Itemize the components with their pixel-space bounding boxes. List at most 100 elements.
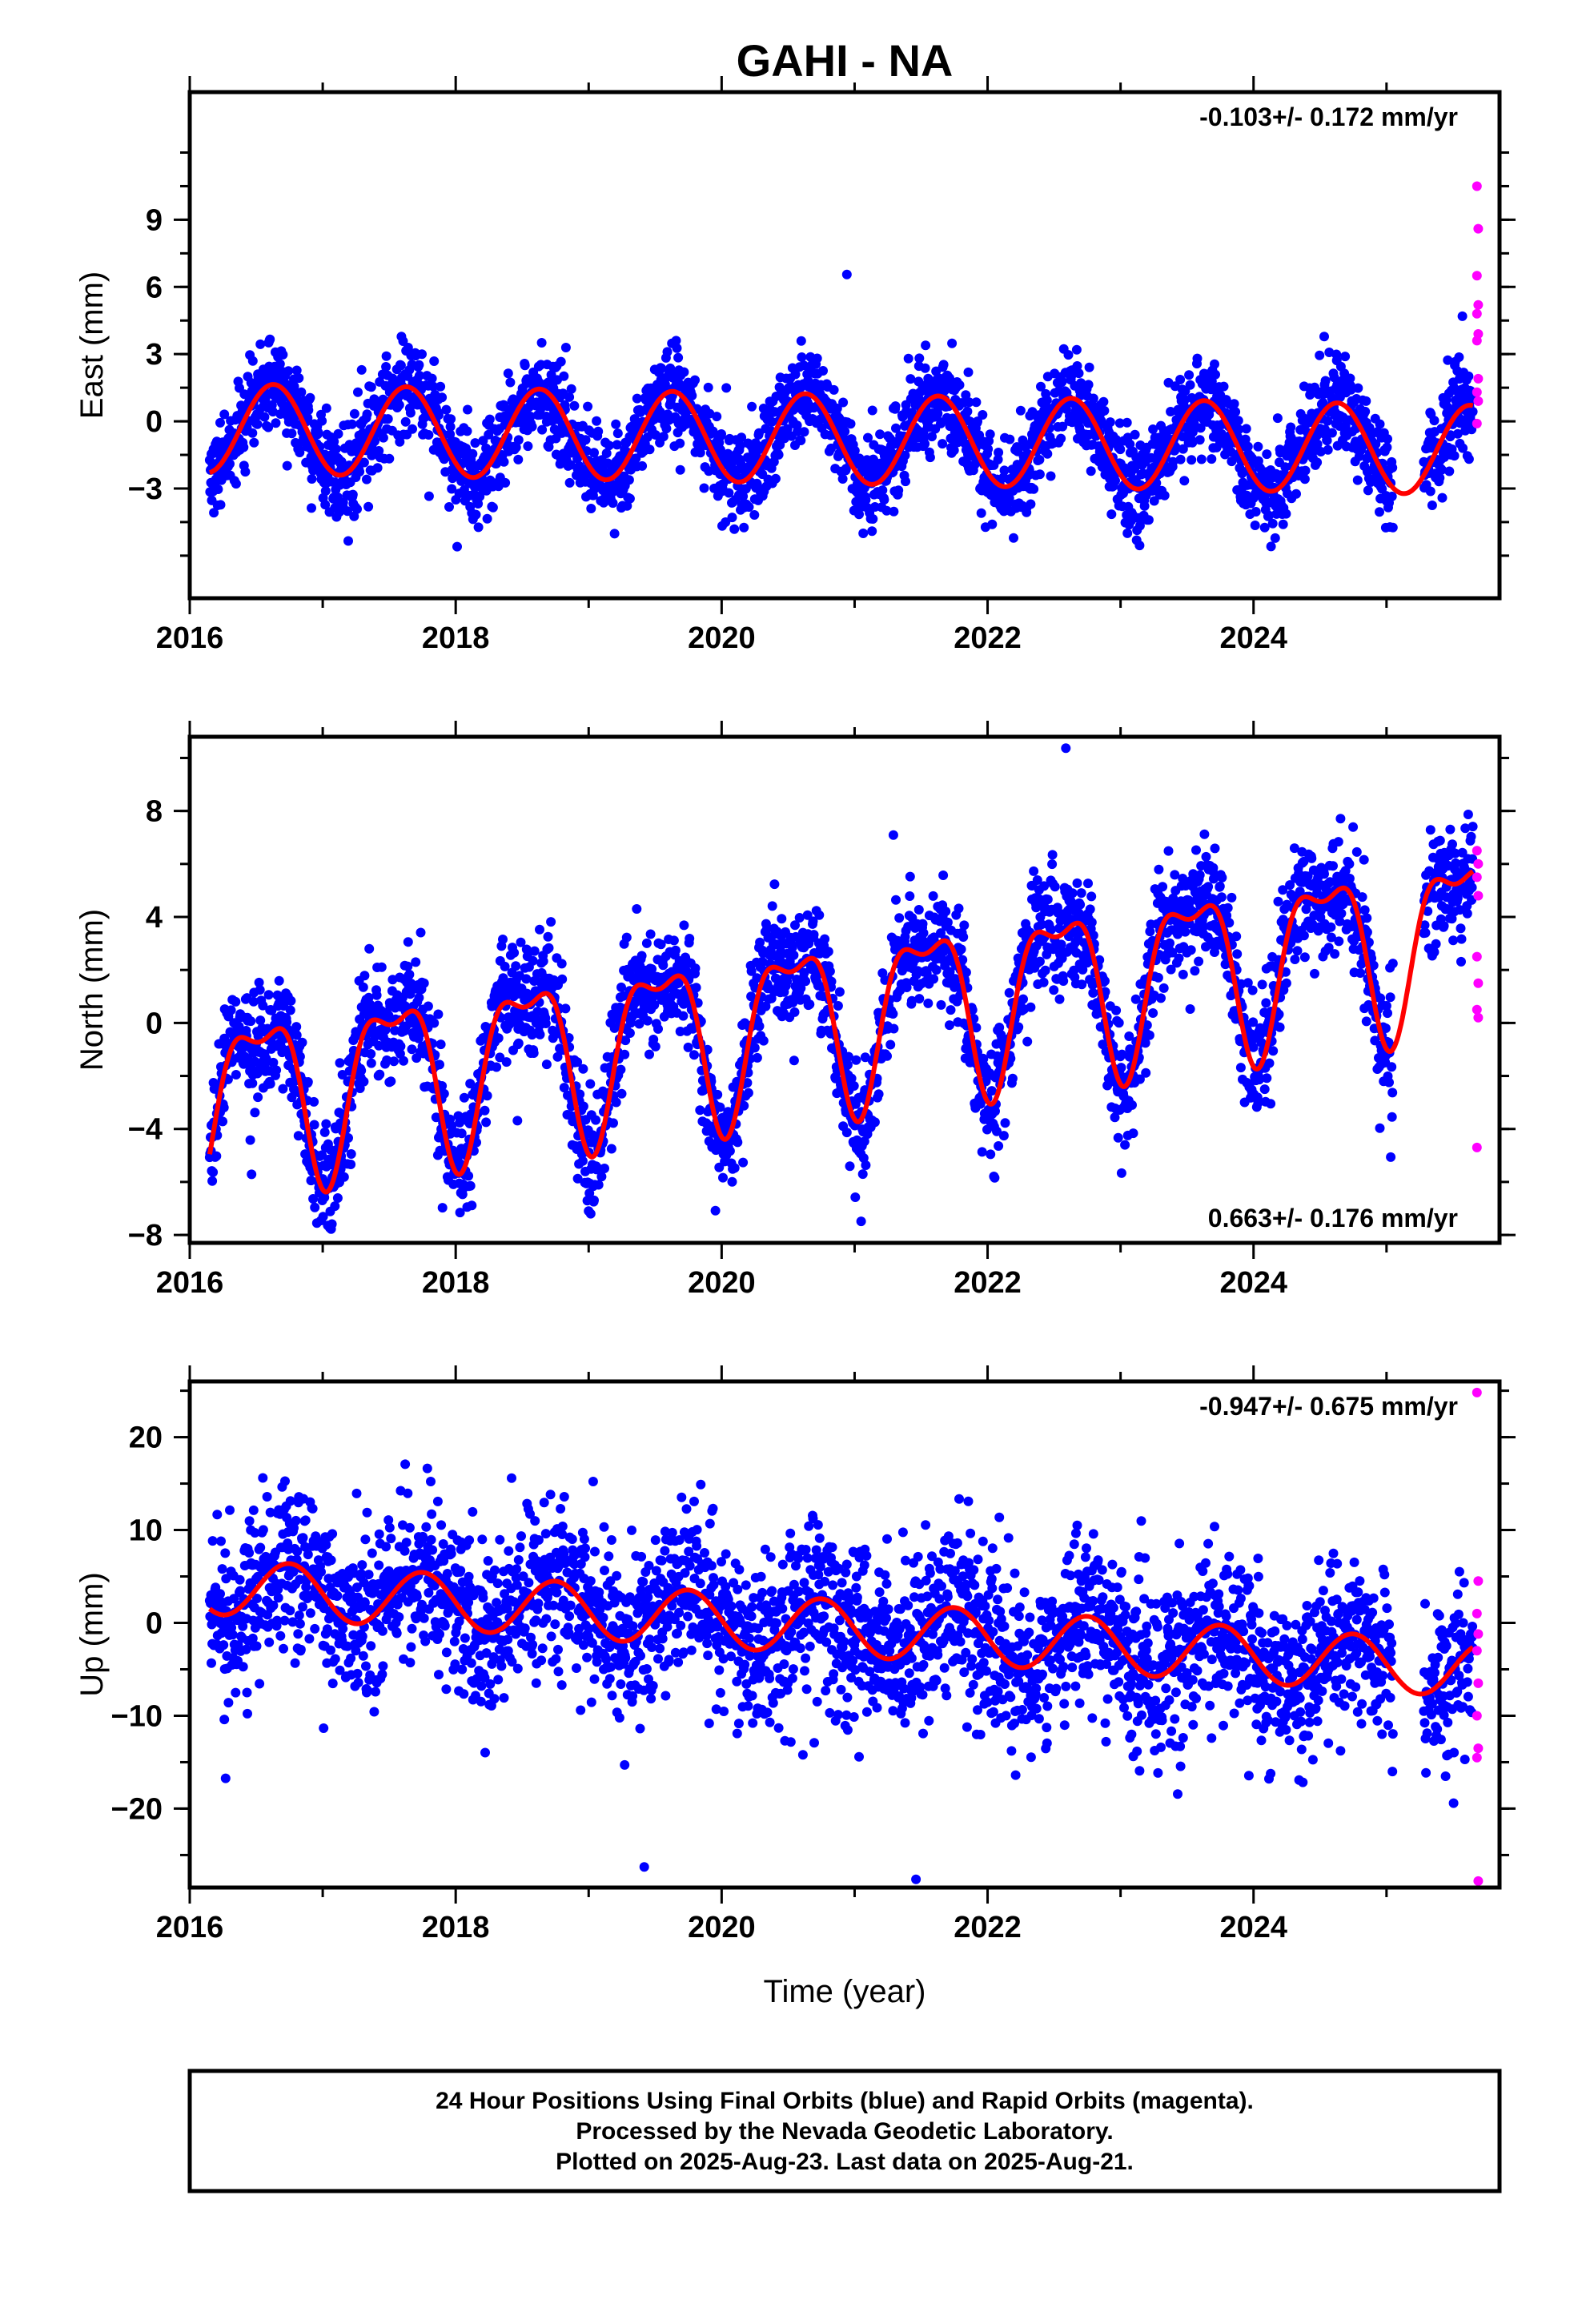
north-final-point [389, 1056, 399, 1067]
north-final-point [777, 914, 787, 924]
north-final-point [308, 1194, 319, 1204]
north-final-point [456, 1128, 467, 1139]
north-final-point [611, 1097, 621, 1108]
east-final-point [1106, 509, 1117, 520]
east-final-point [637, 460, 648, 471]
east-final-point [1449, 451, 1460, 461]
north-final-point [820, 934, 830, 944]
north-final-point [286, 995, 296, 1006]
east-frame [187, 90, 1502, 601]
east-final-point [1105, 417, 1115, 428]
east-final-point [1159, 490, 1170, 501]
east-final-point [920, 363, 930, 373]
north-final-point [928, 891, 938, 901]
east-final-point [1340, 352, 1351, 362]
east-final-point [799, 427, 809, 437]
north-final-point [578, 1063, 588, 1074]
north-final-point [396, 1041, 406, 1051]
east-final-point [673, 352, 684, 363]
east-x-tick-label: 2024 [1219, 621, 1287, 655]
east-final-point [1036, 381, 1046, 392]
north-final-point [559, 1083, 569, 1093]
north-final-point [769, 879, 780, 890]
east-final-point [632, 393, 642, 404]
east-rapid-point [1472, 418, 1482, 428]
east-plot-area [190, 92, 1500, 598]
north-final-point [371, 990, 382, 1000]
east-final-point [247, 428, 258, 438]
east-final-point [429, 356, 440, 366]
north-final-point [690, 963, 701, 974]
east-y-tick-label: 6 [146, 271, 163, 304]
north-final-point [971, 1023, 982, 1033]
north-final-point [546, 917, 556, 927]
north-final-point [492, 1062, 502, 1072]
north-final-point [656, 939, 666, 950]
east-final-point [287, 428, 297, 439]
north-final-point [366, 1049, 376, 1059]
east-final-point [1139, 501, 1150, 511]
east-final-point [560, 343, 571, 352]
east-final-point [727, 513, 737, 523]
north-final-point [936, 928, 946, 939]
north-final-point [255, 985, 265, 995]
north-final-point [834, 987, 845, 997]
north-final-point [653, 1023, 663, 1034]
north-final-point [733, 1137, 743, 1148]
east-final-point [1122, 528, 1133, 538]
east-final-point [586, 504, 596, 513]
east-final-point [744, 502, 754, 513]
east-final-point [1320, 376, 1331, 386]
east-final-point [303, 412, 313, 423]
north-final-point [718, 1172, 728, 1183]
east-final-point [735, 440, 745, 451]
east-final-point [307, 503, 316, 513]
north-final-point [255, 1015, 266, 1026]
east-final-point [1329, 372, 1339, 383]
east-final-point [1084, 362, 1094, 372]
north-final-point [857, 1169, 868, 1180]
east-final-point [405, 408, 416, 418]
east-final-point [1057, 376, 1067, 387]
north-final-point [343, 1133, 353, 1143]
east-final-point [797, 352, 807, 362]
east-final-point [1175, 454, 1186, 464]
north-final-point [495, 1052, 505, 1063]
east-final-point [1074, 368, 1084, 379]
north-final-point [998, 1131, 1009, 1141]
east-final-point [231, 479, 241, 489]
east-final-point [695, 448, 705, 458]
north-final-point [632, 904, 642, 914]
east-final-point [488, 502, 498, 513]
north-final-point [647, 964, 657, 974]
north-final-point [990, 1172, 1000, 1183]
east-final-point [395, 436, 405, 447]
north-final-point [346, 1160, 356, 1169]
east-final-point [739, 522, 749, 533]
north-final-point [873, 1089, 884, 1100]
east-final-point [303, 405, 314, 416]
north-final-point [956, 944, 966, 955]
north-final-point [1018, 994, 1028, 1004]
east-final-point [699, 483, 709, 493]
north-final-point [739, 1100, 749, 1111]
east-final-point [993, 454, 1003, 464]
east-final-point [593, 426, 604, 436]
east-final-point [1086, 466, 1096, 476]
east-x-tick-label: 2020 [688, 621, 756, 655]
north-final-point [754, 1021, 765, 1031]
east-final-point [963, 367, 974, 377]
east-rapid-point [1473, 300, 1484, 310]
east-final-point [837, 474, 848, 484]
east-y-axis-label: East (mm) [74, 271, 110, 419]
north-final-point [516, 937, 526, 947]
north-final-point [429, 1018, 440, 1028]
east-final-point [818, 366, 828, 376]
east-final-point [1305, 390, 1315, 400]
north-final-point [814, 910, 825, 920]
east-final-point [863, 432, 873, 443]
east-final-point [1195, 423, 1206, 433]
north-final-point [482, 1091, 492, 1101]
